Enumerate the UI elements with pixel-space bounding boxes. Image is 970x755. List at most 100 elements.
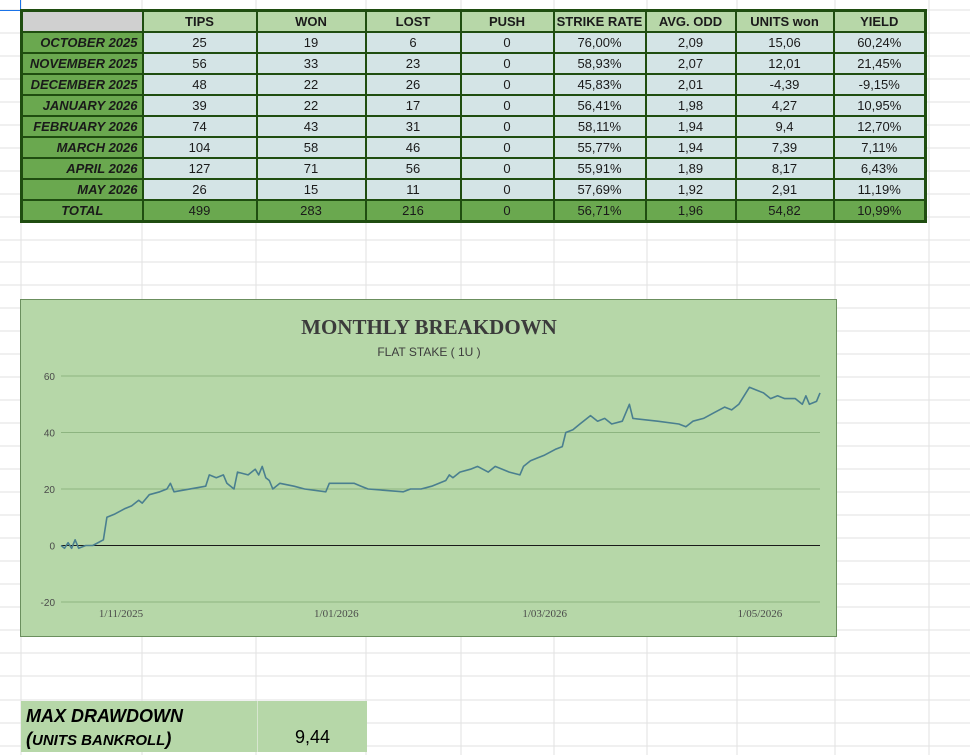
table-cell[interactable]: 6: [364, 31, 462, 54]
table-cell[interactable]: 104: [141, 136, 258, 159]
table-cell[interactable]: 56,41%: [552, 94, 647, 117]
paren-open: (: [26, 729, 32, 749]
month-label[interactable]: FEBRUARY 2026: [20, 115, 144, 138]
table-cell[interactable]: 0: [459, 136, 555, 159]
table-cell[interactable]: 39: [141, 94, 258, 117]
table-cell[interactable]: 7,11%: [832, 136, 927, 159]
table-cell[interactable]: 12,70%: [832, 115, 927, 138]
total-cell[interactable]: 10,99%: [832, 199, 927, 223]
table-cell[interactable]: 1,98: [644, 94, 737, 117]
month-label[interactable]: MAY 2026: [20, 178, 144, 201]
header-lost[interactable]: LOST: [364, 9, 462, 33]
table-cell[interactable]: 55,77%: [552, 136, 647, 159]
month-label[interactable]: MARCH 2026: [20, 136, 144, 159]
total-cell[interactable]: 54,82: [734, 199, 835, 223]
table-cell[interactable]: 2,09: [644, 31, 737, 54]
month-label[interactable]: DECEMBER 2025: [20, 73, 144, 96]
header-push[interactable]: PUSH: [459, 9, 555, 33]
max-drawdown-block[interactable]: MAX DRAWDOWN (UNITS BANKROLL) 9,44: [21, 701, 367, 752]
y-tick-label: -20: [41, 598, 56, 609]
total-cell[interactable]: 0: [459, 199, 555, 223]
table-cell[interactable]: 1,89: [644, 157, 737, 180]
y-tick-label: 20: [44, 485, 56, 496]
table-cell[interactable]: 127: [141, 157, 258, 180]
table-cell[interactable]: 46: [364, 136, 462, 159]
total-cell[interactable]: 1,96: [644, 199, 737, 223]
table-cell[interactable]: 55,91%: [552, 157, 647, 180]
table-cell[interactable]: 31: [364, 115, 462, 138]
table-cell[interactable]: 25: [141, 31, 258, 54]
total-cell[interactable]: 499: [141, 199, 258, 223]
table-cell[interactable]: 7,39: [734, 136, 835, 159]
units-bankroll-text: UNITS BANKROLL: [32, 732, 166, 749]
table-cell[interactable]: 2,07: [644, 52, 737, 75]
total-cell[interactable]: 216: [364, 199, 462, 223]
table-cell[interactable]: 19: [255, 31, 367, 54]
table-cell[interactable]: -4,39: [734, 73, 835, 96]
table-cell[interactable]: -9,15%: [832, 73, 927, 96]
table-cell[interactable]: 11: [364, 178, 462, 201]
header-tips[interactable]: TIPS: [141, 9, 258, 33]
header-units-won[interactable]: UNITS won: [734, 9, 835, 33]
table-cell[interactable]: 6,43%: [832, 157, 927, 180]
table-cell[interactable]: 56: [141, 52, 258, 75]
header-won[interactable]: WON: [255, 9, 367, 33]
table-cell[interactable]: 1,94: [644, 115, 737, 138]
table-cell[interactable]: 9,4: [734, 115, 835, 138]
table-cell[interactable]: 12,01: [734, 52, 835, 75]
table-cell[interactable]: 58,11%: [552, 115, 647, 138]
table-cell[interactable]: 58,93%: [552, 52, 647, 75]
table-cell[interactable]: 0: [459, 52, 555, 75]
month-label[interactable]: NOVEMBER 2025: [20, 52, 144, 75]
table-row: NOVEMBER 2025 56 33 23 0 58,93% 2,07 12,01 21,45…: [20, 52, 927, 75]
table-cell[interactable]: 71: [255, 157, 367, 180]
table-cell[interactable]: 8,17: [734, 157, 835, 180]
table-cell[interactable]: 2,01: [644, 73, 737, 96]
month-label[interactable]: OCTOBER 2025: [20, 31, 144, 54]
table-cell[interactable]: 4,27: [734, 94, 835, 117]
table-cell[interactable]: 58: [255, 136, 367, 159]
month-label[interactable]: APRIL 2026: [20, 157, 144, 180]
table-cell[interactable]: 0: [459, 31, 555, 54]
table-cell[interactable]: 15: [255, 178, 367, 201]
table-cell[interactable]: 22: [255, 73, 367, 96]
table-cell[interactable]: 57,69%: [552, 178, 647, 201]
table-cell[interactable]: 43: [255, 115, 367, 138]
table-cell[interactable]: 0: [459, 73, 555, 96]
units-series-line: [60, 386, 821, 550]
table-cell[interactable]: 10,95%: [832, 94, 927, 117]
table-cell[interactable]: 56: [364, 157, 462, 180]
total-cell[interactable]: 283: [255, 199, 367, 223]
table-cell[interactable]: 22: [255, 94, 367, 117]
month-label[interactable]: JANUARY 2026: [20, 94, 144, 117]
max-drawdown-value[interactable]: 9,44: [294, 727, 331, 747]
total-label[interactable]: TOTAL: [20, 199, 144, 223]
table-cell[interactable]: 0: [459, 178, 555, 201]
table-cell[interactable]: 0: [459, 115, 555, 138]
header-strike-rate[interactable]: STRIKE RATE: [552, 9, 647, 33]
header-yield[interactable]: YIELD: [832, 9, 927, 33]
table-cell[interactable]: 0: [459, 157, 555, 180]
table-cell[interactable]: 1,92: [644, 178, 737, 201]
table-cell[interactable]: 45,83%: [552, 73, 647, 96]
table-cell[interactable]: 1,94: [644, 136, 737, 159]
table-cell[interactable]: 60,24%: [832, 31, 927, 54]
table-cell[interactable]: 26: [141, 178, 258, 201]
table-cell[interactable]: 2,91: [734, 178, 835, 201]
table-cell[interactable]: 33: [255, 52, 367, 75]
total-cell[interactable]: 56,71%: [552, 199, 647, 223]
monthly-breakdown-chart[interactable]: MONTHLY BREAKDOWN FLAT STAKE ( 1U ) 60 40…: [20, 299, 837, 637]
table-cell[interactable]: 48: [141, 73, 258, 96]
table-cell[interactable]: 17: [364, 94, 462, 117]
table-cell[interactable]: 0: [459, 94, 555, 117]
table-cell[interactable]: 74: [141, 115, 258, 138]
chart-title: MONTHLY BREAKDOWN: [301, 315, 557, 339]
table-cell[interactable]: 23: [364, 52, 462, 75]
header-avg-odd[interactable]: AVG. ODD: [644, 9, 737, 33]
table-cell[interactable]: 15,06: [734, 31, 835, 54]
table-cell[interactable]: 21,45%: [832, 52, 927, 75]
table-cell[interactable]: 76,00%: [552, 31, 647, 54]
header-corner-cell[interactable]: [20, 9, 144, 33]
table-cell[interactable]: 26: [364, 73, 462, 96]
table-cell[interactable]: 11,19%: [832, 178, 927, 201]
